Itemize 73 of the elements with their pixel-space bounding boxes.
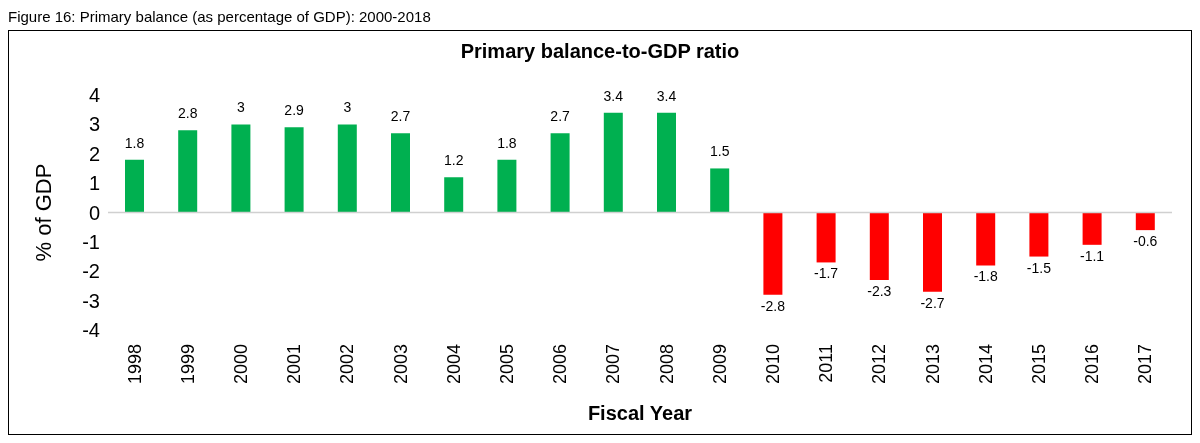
bar	[976, 212, 996, 266]
data-label: 2.9	[284, 102, 305, 119]
data-label: -1.8	[973, 268, 998, 285]
data-label: -1.7	[814, 265, 839, 282]
y-tick-label: -4	[82, 319, 100, 342]
data-label: -1.1	[1080, 247, 1105, 264]
bar	[444, 177, 464, 213]
data-label: 1.5	[709, 143, 730, 160]
data-label: -2.3	[867, 283, 892, 300]
data-label: 2.7	[390, 108, 411, 125]
data-label: 3.4	[656, 87, 677, 104]
data-label: 3.4	[603, 87, 624, 104]
x-tick-label: 1999	[177, 344, 198, 385]
bar	[231, 124, 251, 213]
x-tick-label: 2012	[869, 344, 890, 385]
x-tick-label: 2014	[975, 344, 996, 385]
x-tick-label: 2010	[763, 344, 783, 385]
x-tick-label: 2017	[1135, 344, 1156, 385]
chart-title: Primary balance-to-GDP ratio	[459, 40, 741, 63]
bar	[337, 124, 357, 213]
x-tick-label: 2002	[337, 344, 358, 385]
y-tick-label: -1	[82, 230, 100, 253]
x-tick-label: 2001	[284, 344, 305, 385]
bar	[284, 127, 304, 213]
bar	[178, 130, 198, 213]
y-tick-label: 0	[88, 201, 100, 224]
data-label: 1.8	[497, 134, 517, 151]
x-tick-label: 2005	[497, 344, 517, 385]
bar	[1082, 212, 1102, 245]
caption: Figure 16: Primary balance (as percentage of GDP): 2000-2018	[8, 8, 432, 26]
x-tick-label: 2003	[390, 344, 411, 385]
x-tick-label: 2000	[231, 344, 251, 385]
bar	[125, 159, 144, 213]
x-tick-label: 2013	[922, 344, 943, 385]
x-tick-label: 2006	[550, 344, 571, 385]
data-label: 2.8	[177, 105, 198, 122]
y-tick-label: 1	[88, 172, 100, 195]
data-label: 3	[237, 99, 245, 116]
bar	[550, 133, 570, 213]
data-label: 1.8	[124, 134, 145, 151]
bar	[603, 112, 623, 213]
y-tick-label: 4	[88, 84, 100, 107]
bar	[1029, 212, 1049, 257]
data-label: 1.2	[443, 152, 464, 169]
data-label: -2.7	[920, 294, 945, 311]
bar	[657, 112, 676, 213]
x-tick-label: 1998	[124, 344, 145, 385]
y-axis-title: % of GDP	[30, 163, 56, 262]
data-label: -2.8	[760, 297, 786, 314]
data-label: -1.5	[1026, 259, 1052, 276]
data-label: -0.6	[1133, 233, 1158, 250]
y-tick-label: -2	[82, 260, 100, 283]
x-tick-label: 2009	[709, 344, 730, 385]
x-tick-label: 2011	[816, 344, 837, 383]
x-tick-label: 2007	[603, 344, 624, 385]
bar	[763, 212, 783, 295]
x-tick-label: 2016	[1082, 344, 1103, 385]
y-tick-label: 3	[88, 113, 100, 136]
bar	[923, 212, 942, 292]
bar	[816, 212, 836, 263]
x-tick-label: 2015	[1029, 344, 1049, 385]
x-tick-label: 2008	[656, 344, 677, 385]
bar	[497, 159, 517, 213]
bar	[869, 212, 889, 281]
x-tick-label: 2004	[443, 344, 464, 385]
data-label: 2.7	[550, 108, 571, 125]
y-tick-label: 2	[88, 142, 100, 165]
x-axis-title: Fiscal Year	[587, 402, 693, 424]
bar	[1135, 212, 1155, 231]
y-tick-label: -3	[82, 289, 100, 312]
bar	[391, 133, 410, 213]
bar	[710, 168, 730, 213]
data-label: 3	[343, 99, 352, 116]
